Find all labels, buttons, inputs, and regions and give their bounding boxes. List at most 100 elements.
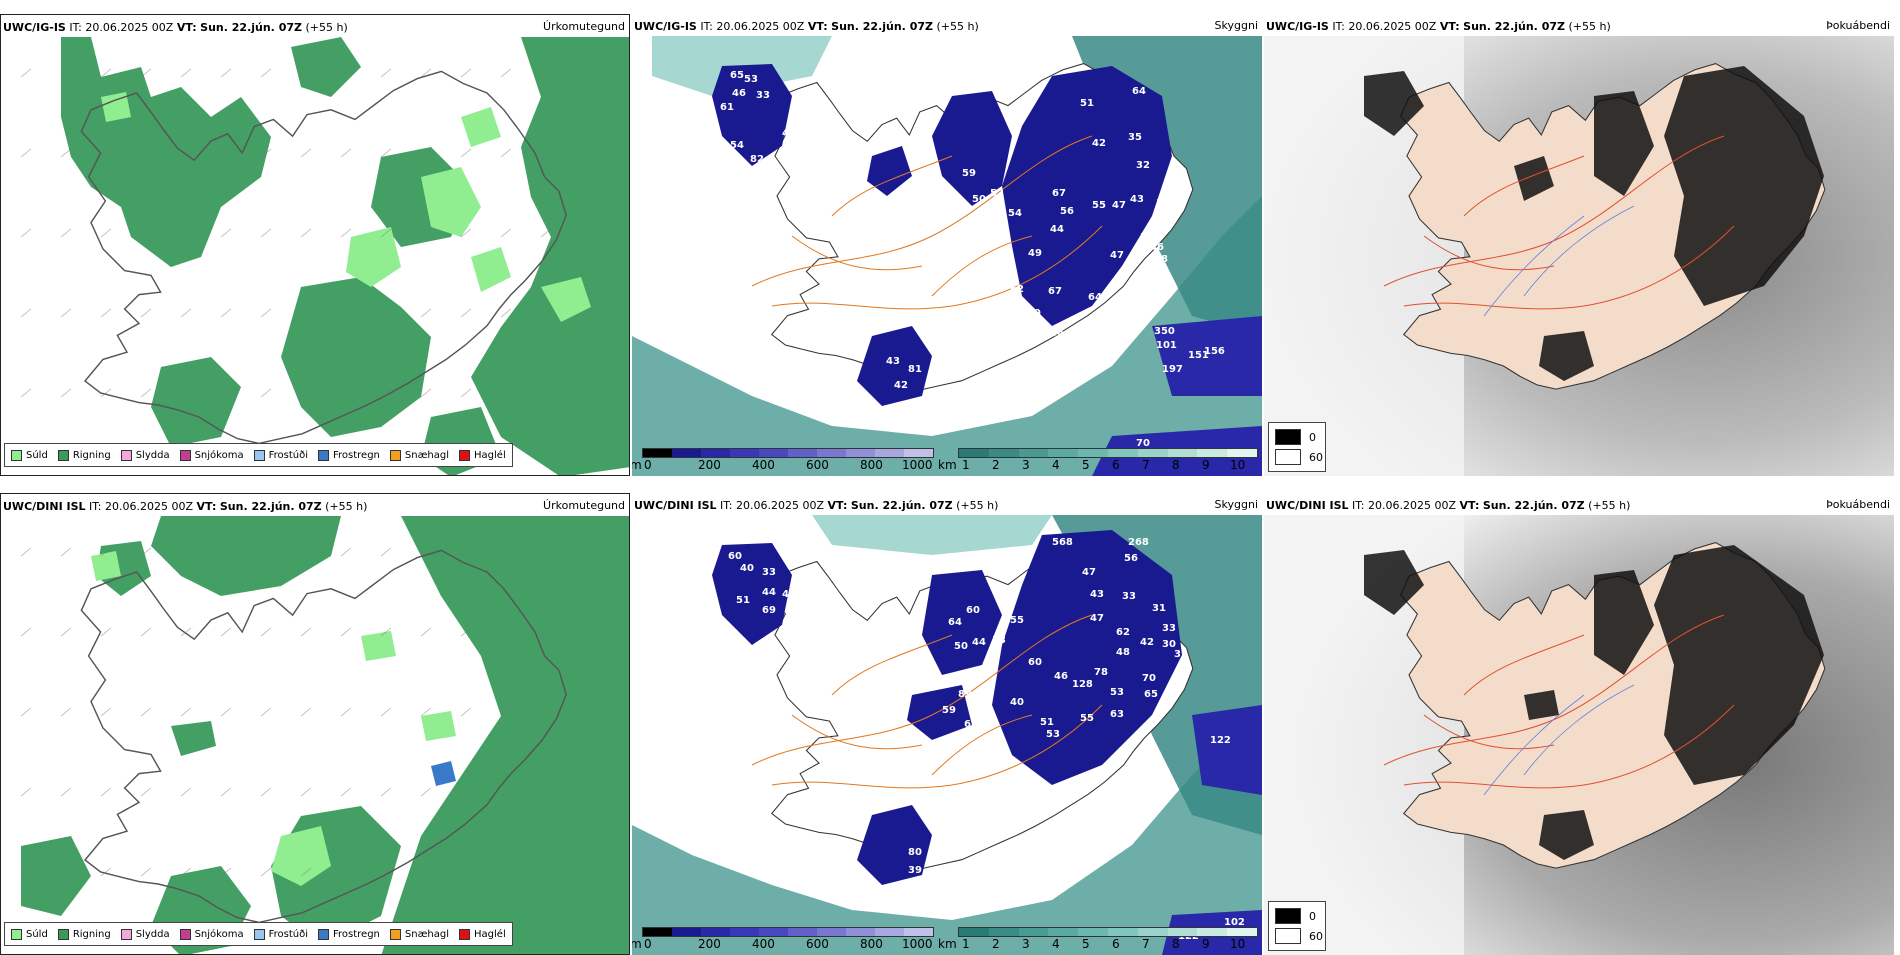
colorbar-unit: km <box>938 458 957 472</box>
precip-type-legend: Súld Rigning Slydda Snjókoma Frostúði Fr… <box>4 922 513 946</box>
svg-text:30: 30 <box>1162 639 1176 650</box>
svg-text:45: 45 <box>930 855 944 866</box>
svg-text:39: 39 <box>1060 346 1074 357</box>
legend-swatch <box>459 449 471 461</box>
svg-text:40: 40 <box>740 563 754 574</box>
svg-text:40: 40 <box>1010 697 1024 708</box>
legend-swatch <box>318 928 329 940</box>
colorbar-tick: 600 <box>806 937 829 951</box>
colorbar-tick: 3 <box>1022 458 1030 472</box>
legend-item: Frostúði <box>253 928 308 940</box>
colorbar-bar <box>642 927 934 937</box>
svg-text:39: 39 <box>1064 779 1078 790</box>
legend-item: 0 <box>1275 429 1316 445</box>
svg-text:56: 56 <box>1124 553 1138 564</box>
panel-title: UWC/DINI ISL IT: 20.06.2025 00Z VT: Sun.… <box>1266 499 1631 512</box>
svg-text:350: 350 <box>1154 326 1175 337</box>
svg-text:42: 42 <box>1140 637 1154 648</box>
fog-legend: 0 60 <box>1268 901 1326 951</box>
svg-text:47: 47 <box>1112 200 1126 211</box>
legend-item: Snjókoma <box>179 928 244 940</box>
legend-swatch <box>1275 449 1301 465</box>
visibility-colorbar: km 1 2 3 4 5 6 7 8 9 10 <box>938 927 1258 953</box>
colorbar-tick: 6 <box>1112 937 1120 951</box>
legend-item: Frostregn <box>318 449 380 461</box>
colorbar-tick: 0 <box>644 458 652 472</box>
colorbar-tick: 7 <box>1142 937 1150 951</box>
svg-text:46: 46 <box>1054 671 1068 682</box>
svg-text:49: 49 <box>1028 248 1042 259</box>
svg-text:54: 54 <box>1008 208 1022 219</box>
svg-text:44: 44 <box>762 587 776 598</box>
legend-swatch <box>1275 429 1301 445</box>
svg-text:33: 33 <box>1122 591 1136 602</box>
svg-text:53: 53 <box>1110 687 1124 698</box>
colorbar-tick: 1 <box>962 458 970 472</box>
svg-text:65: 65 <box>1144 689 1158 700</box>
svg-text:101: 101 <box>1156 340 1177 351</box>
svg-text:31: 31 <box>1152 603 1166 614</box>
svg-text:60: 60 <box>1028 657 1042 668</box>
svg-text:82: 82 <box>750 154 764 165</box>
legend-item: Súld <box>11 928 48 940</box>
fog-legend: 0 60 <box>1268 422 1326 472</box>
svg-text:59: 59 <box>962 168 976 179</box>
svg-text:197: 197 <box>1162 364 1183 375</box>
svg-text:42: 42 <box>782 128 796 139</box>
svg-text:61: 61 <box>964 719 978 730</box>
legend-item: Rigning <box>57 449 111 461</box>
svg-text:38: 38 <box>1154 254 1168 265</box>
svg-text:122: 122 <box>1210 735 1231 746</box>
svg-text:53: 53 <box>992 635 1006 646</box>
svg-text:51: 51 <box>1040 717 1054 728</box>
fog-map <box>1264 36 1894 476</box>
colorbar-tick: 200 <box>698 458 721 472</box>
svg-text:78: 78 <box>1094 667 1108 678</box>
legend-swatch <box>11 449 22 461</box>
svg-text:32: 32 <box>1136 160 1150 171</box>
svg-text:52: 52 <box>990 188 1004 199</box>
colorbar-tick: 5 <box>1082 937 1090 951</box>
svg-text:64: 64 <box>1132 86 1146 97</box>
legend-swatch <box>120 928 132 940</box>
legend-item: Frostúði <box>253 449 308 461</box>
colorbar-tick: 800 <box>860 458 883 472</box>
colorbar-tick: 8 <box>1172 937 1180 951</box>
svg-text:50: 50 <box>954 641 968 652</box>
panel-precip-type-row1: UWC/IG-IS IT: 20.06.2025 00Z VT: Sun. 22… <box>0 14 630 476</box>
svg-text:65: 65 <box>730 70 744 81</box>
legend-swatch <box>179 449 191 461</box>
panel-fog-row1: UWC/IG-IS IT: 20.06.2025 00Z VT: Sun. 22… <box>1264 14 1894 476</box>
svg-text:55: 55 <box>1010 615 1024 626</box>
colorbar-tick: 6 <box>1112 458 1120 472</box>
svg-text:47: 47 <box>1090 613 1104 624</box>
legend-item: Snjókoma <box>179 449 244 461</box>
svg-text:51: 51 <box>1080 98 1094 109</box>
colorbar-tick: 1000 <box>902 937 933 951</box>
colorbar-tick: 400 <box>752 458 775 472</box>
colorbar-tick: 5 <box>1082 458 1090 472</box>
svg-text:59: 59 <box>942 705 956 716</box>
svg-text:33: 33 <box>756 90 770 101</box>
svg-text:60: 60 <box>966 605 980 616</box>
svg-text:89: 89 <box>958 689 972 700</box>
colorbar-tick: 0 <box>644 937 652 951</box>
svg-text:67: 67 <box>1052 188 1066 199</box>
svg-text:202: 202 <box>844 240 865 251</box>
svg-text:70: 70 <box>1136 438 1150 449</box>
svg-text:53: 53 <box>1046 729 1060 740</box>
colorbar-tick: 2 <box>992 937 1000 951</box>
legend-swatch <box>253 449 265 461</box>
colorbar-unit: m <box>632 458 642 472</box>
svg-text:42: 42 <box>1092 138 1106 149</box>
panel-title: UWC/IG-IS IT: 20.06.2025 00Z VT: Sun. 22… <box>634 20 979 33</box>
colorbar-bar <box>642 448 934 458</box>
colorbar-tick: 10 <box>1230 937 1246 951</box>
panel-precip-type-row2: UWC/DINI ISL IT: 20.06.2025 00Z VT: Sun.… <box>0 493 630 955</box>
legend-swatch <box>1275 908 1301 924</box>
svg-text:52: 52 <box>988 204 1002 215</box>
svg-text:81: 81 <box>908 364 922 375</box>
legend-item: Snæhagl <box>389 928 449 940</box>
svg-text:42: 42 <box>894 380 908 391</box>
svg-text:70: 70 <box>962 248 976 259</box>
